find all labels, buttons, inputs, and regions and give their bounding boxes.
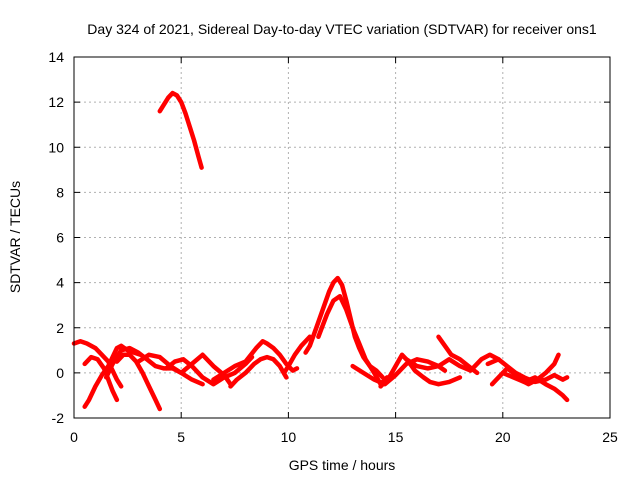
y-tick-label: 0: [56, 365, 64, 381]
x-tick-label: 10: [281, 429, 297, 445]
series-arc-q: [500, 370, 570, 403]
x-tick-label: 5: [177, 429, 185, 445]
x-tick-label: 20: [495, 429, 511, 445]
chart-title: Day 324 of 2021, Sidereal Day-to-day VTE…: [87, 21, 597, 37]
series-arc-c: [82, 343, 143, 409]
series-arc-k: [350, 357, 448, 387]
series-arc-peak2: [316, 293, 390, 387]
series-arc-f: [136, 352, 233, 387]
y-tick-label: 4: [56, 275, 64, 291]
series-arc-high: [157, 90, 204, 170]
series-arc-a: [71, 339, 124, 389]
series-arc-g: [163, 354, 255, 387]
x-axis-label: GPS time / hours: [289, 457, 396, 473]
y-tick-label: 2: [56, 320, 64, 336]
y-tick-label: -2: [52, 410, 65, 426]
x-tick-label: 25: [602, 429, 618, 445]
series-arc-j: [281, 334, 313, 376]
series-arc-l: [378, 352, 463, 389]
data-series-group: [71, 90, 570, 412]
axis-ticks: 0 5 10 15 20 25 -2 0 2 4 6 8 10 12 14: [48, 49, 618, 445]
grid-lines: [74, 57, 610, 418]
y-tick-label: 6: [56, 230, 64, 246]
y-tick-label: 8: [56, 184, 64, 200]
series-arc-n: [436, 334, 480, 376]
y-tick-label: 12: [48, 94, 64, 110]
x-tick-label: 0: [70, 429, 78, 445]
y-tick-label: 14: [48, 49, 64, 65]
series-arc-d: [114, 352, 163, 412]
y-tick-label: 10: [48, 139, 64, 155]
y-axis-label: SDTVAR / TECUs: [7, 181, 23, 293]
x-tick-label: 15: [388, 429, 404, 445]
series-arc-i: [228, 354, 289, 389]
series-arc-m: [404, 352, 501, 373]
